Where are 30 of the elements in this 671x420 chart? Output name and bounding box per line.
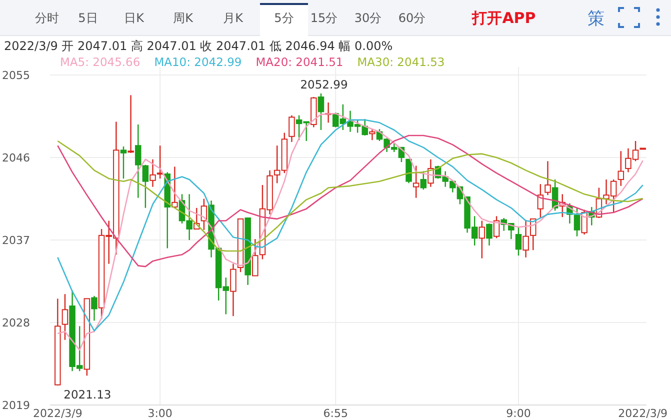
text: 分时	[35, 11, 59, 25]
y-tick-label: 2019	[2, 399, 30, 412]
annotation: 2052.99	[300, 77, 348, 92]
text: 60分	[398, 11, 426, 25]
text: 日K	[124, 11, 146, 25]
x-tick-label: 6:55	[323, 407, 348, 420]
x-tick-label: 9:00	[506, 407, 531, 420]
text: 2022/3/9 开 2047.01 高 2047.01 收 2047.01 低 2046.94 幅 0.00%	[4, 39, 393, 53]
y-tick-label: 2028	[2, 316, 30, 330]
text: MA20: 2041.51	[256, 55, 344, 69]
x-tick-label: 3:00	[148, 407, 172, 420]
text: 30分	[354, 11, 382, 25]
text: 5分	[274, 11, 294, 25]
text: 5日	[78, 11, 98, 25]
text: 15分	[310, 11, 338, 25]
y-tick-label: 2046	[2, 152, 30, 164]
text: 策	[588, 9, 604, 29]
text: MA10: 2042.99	[154, 55, 242, 69]
text: MA30: 2041.53	[357, 55, 445, 69]
text: MA5: 2045.66	[60, 55, 140, 69]
text: 周K	[173, 11, 194, 25]
x-tick-label: 2022/3/9	[618, 407, 668, 420]
annotation: 2021.13	[64, 387, 112, 402]
y-tick-label: 2037	[2, 234, 30, 247]
y-tick-label: 2055	[2, 69, 30, 82]
x-tick-label: 2022/3/9	[32, 407, 82, 420]
text: 打开APP	[471, 9, 536, 27]
line-series	[57, 134, 644, 268]
text: 月K	[223, 11, 244, 25]
line-series	[57, 140, 644, 252]
